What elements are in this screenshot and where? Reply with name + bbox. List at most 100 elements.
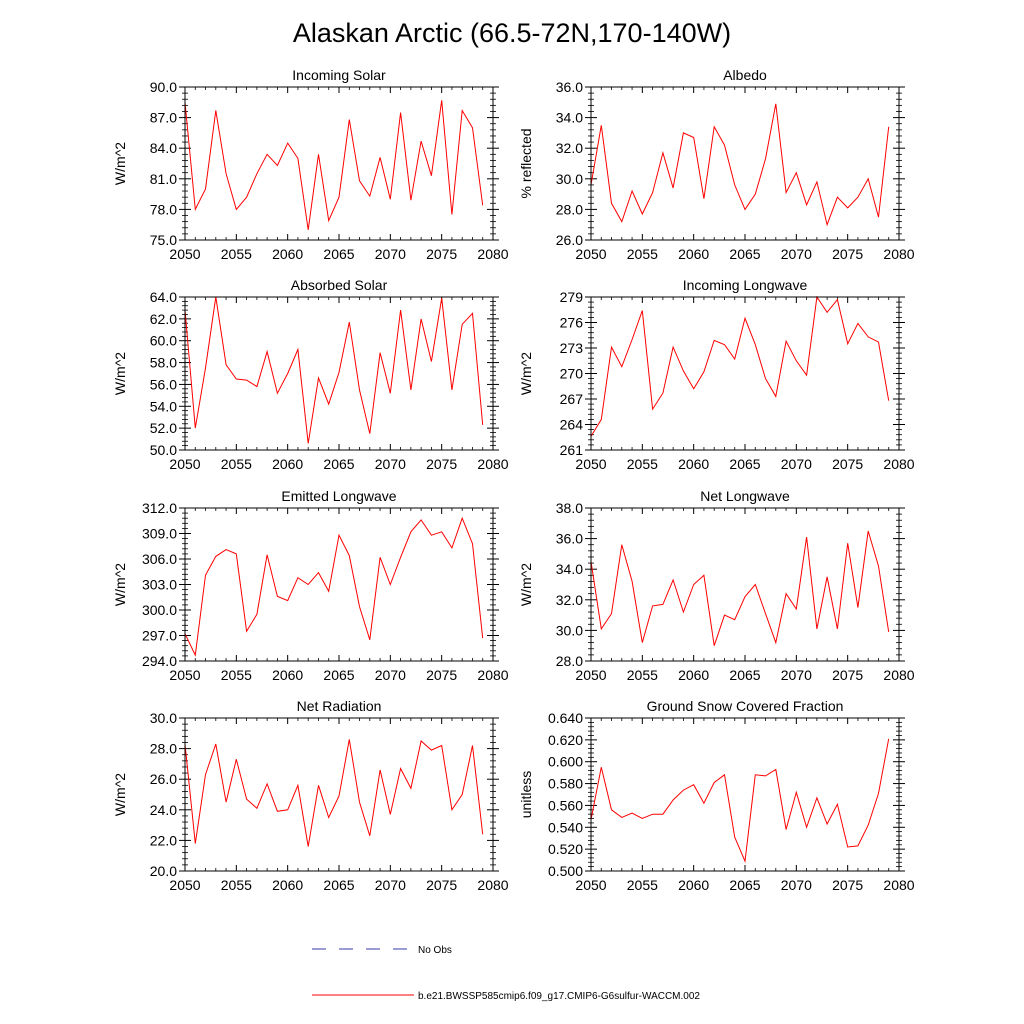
- plot-frame: [590, 86, 900, 241]
- panel-title: Emitted Longwave: [281, 488, 396, 504]
- y-tick-label: 0.500: [548, 863, 583, 879]
- chart-panels: Incoming Solar W/m^2 2050 2055 2060 2065 2070 2…: [112, 67, 915, 893]
- x-tick-label: 2055: [627, 877, 658, 893]
- x-tick-label: 2060: [272, 667, 303, 683]
- chart-panel: Emitted Longwave W/m^2 2050 2055 2060 2065 207…: [112, 488, 509, 683]
- panel-title: Net Longwave: [700, 488, 790, 504]
- y-tick-label: 62.0: [150, 311, 177, 327]
- x-tick-label: 2060: [272, 456, 303, 472]
- x-tick-label: 2050: [169, 456, 200, 472]
- y-tick-label: 58.0: [150, 355, 177, 371]
- chart-panel: Albedo % reflected 2050 2055 2060 2065 2070 207…: [518, 67, 915, 262]
- series-line: [184, 516, 484, 657]
- y-tick-label: 279: [560, 289, 584, 305]
- plot-frame: [590, 507, 900, 662]
- y-tick-label: 64.0: [150, 289, 177, 305]
- y-tick-label: 0.580: [548, 776, 583, 792]
- x-tick-label: 2080: [477, 667, 508, 683]
- x-tick-label: 2065: [323, 246, 354, 262]
- x-tick-label: 2050: [169, 246, 200, 262]
- y-tick-label: 294.0: [142, 653, 177, 669]
- panel-title: Incoming Solar: [292, 67, 386, 83]
- series-line: [590, 738, 890, 864]
- x-tick-label: 2070: [375, 246, 406, 262]
- x-tick-label: 2065: [729, 456, 760, 472]
- x-tick-label: 2080: [477, 456, 508, 472]
- x-tick-label: 2060: [678, 877, 709, 893]
- x-tick-label: 2080: [883, 877, 914, 893]
- y-axis-label: W/m^2: [112, 352, 128, 395]
- plot-frame: [590, 717, 900, 872]
- series-line: [184, 100, 484, 230]
- y-tick-label: 0.620: [548, 732, 583, 748]
- series-line: [590, 295, 890, 437]
- x-tick-label: 2060: [678, 246, 709, 262]
- y-tick-label: 297.0: [142, 628, 177, 644]
- y-tick-label: 78.0: [150, 201, 177, 217]
- y-tick-label: 30.0: [556, 171, 583, 187]
- y-tick-label: 0.540: [548, 819, 583, 835]
- x-tick-label: 2055: [221, 456, 252, 472]
- y-tick-label: 261: [560, 442, 584, 458]
- x-tick-label: 2050: [575, 456, 606, 472]
- x-tick-label: 2065: [729, 246, 760, 262]
- y-tick-label: 26.0: [556, 232, 583, 248]
- x-tick-label: 2080: [883, 456, 914, 472]
- x-tick-label: 2080: [883, 246, 914, 262]
- x-tick-label: 2065: [323, 877, 354, 893]
- x-tick-label: 2075: [832, 877, 863, 893]
- y-tick-label: 28.0: [556, 201, 583, 217]
- y-tick-label: 28.0: [556, 653, 583, 669]
- x-tick-label: 2055: [627, 456, 658, 472]
- x-tick-label: 2060: [678, 456, 709, 472]
- chart-panel: Incoming Longwave W/m^2 2050 2055 2060 2065 20…: [518, 277, 915, 472]
- x-tick-label: 2065: [323, 456, 354, 472]
- plot-frame: [590, 296, 900, 451]
- x-tick-label: 2065: [323, 667, 354, 683]
- x-tick-label: 2055: [221, 667, 252, 683]
- x-tick-label: 2070: [375, 456, 406, 472]
- y-tick-label: 54.0: [150, 398, 177, 414]
- x-tick-label: 2070: [781, 667, 812, 683]
- y-tick-label: 28.0: [150, 741, 177, 757]
- y-tick-label: 56.0: [150, 376, 177, 392]
- y-tick-label: 267: [560, 391, 584, 407]
- legend-obs-label: No Obs: [418, 945, 452, 956]
- y-tick-label: 303.0: [142, 577, 177, 593]
- x-tick-label: 2075: [832, 456, 863, 472]
- x-tick-label: 2080: [883, 667, 914, 683]
- plot-frame: [184, 507, 494, 662]
- x-tick-label: 2055: [221, 877, 252, 893]
- y-tick-label: 26.0: [150, 771, 177, 787]
- figure-title: Alaskan Arctic (66.5-72N,170-140W): [293, 18, 731, 48]
- chart-panel: Net Longwave W/m^2 2050 2055 2060 2065 2070 207…: [518, 488, 915, 683]
- y-tick-label: 20.0: [150, 863, 177, 879]
- x-tick-label: 2065: [729, 877, 760, 893]
- y-tick-label: 276: [560, 315, 584, 331]
- legend-model-label: b.e21.BWSSP585cmip6.f09_g17.CMIP6-G6sulf…: [418, 991, 700, 1002]
- x-tick-label: 2080: [477, 877, 508, 893]
- panel-title: Net Radiation: [297, 698, 382, 714]
- y-tick-label: 36.0: [556, 79, 583, 95]
- series-line: [184, 739, 484, 847]
- chart-panel: Absorbed Solar W/m^2 2050 2055 2060 2065 2070 2…: [112, 277, 509, 472]
- x-tick-label: 2055: [221, 246, 252, 262]
- y-tick-label: 0.640: [548, 710, 583, 726]
- y-tick-label: 306.0: [142, 551, 177, 567]
- x-tick-label: 2050: [575, 667, 606, 683]
- legend: No Obs b.e21.BWSSP585cmip6.f09_g17.CMIP6…: [312, 945, 700, 1002]
- x-tick-label: 2050: [575, 877, 606, 893]
- series-line: [590, 103, 890, 227]
- x-tick-label: 2070: [781, 877, 812, 893]
- y-tick-label: 84.0: [150, 140, 177, 156]
- x-tick-label: 2050: [169, 667, 200, 683]
- panel-title: Absorbed Solar: [291, 277, 388, 293]
- x-tick-label: 2055: [627, 667, 658, 683]
- y-tick-label: 300.0: [142, 602, 177, 618]
- x-tick-label: 2065: [729, 667, 760, 683]
- chart-panel: Net Radiation W/m^2 2050 2055 2060 2065 2070 20…: [112, 698, 509, 893]
- y-axis-label: W/m^2: [112, 142, 128, 185]
- x-tick-label: 2055: [627, 246, 658, 262]
- x-tick-label: 2075: [426, 877, 457, 893]
- y-tick-label: 0.520: [548, 841, 583, 857]
